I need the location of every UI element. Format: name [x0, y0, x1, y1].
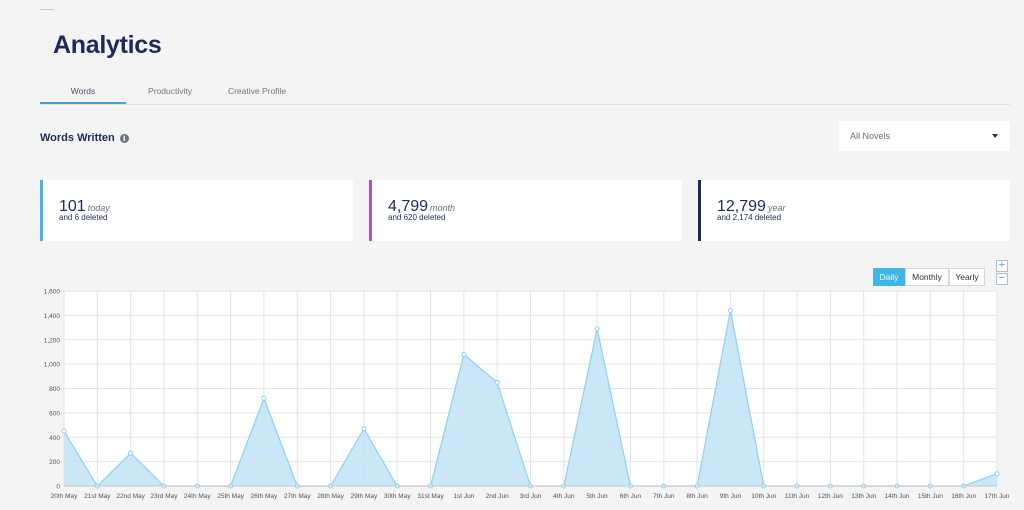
- x-tick-label: 13th Jun: [851, 493, 876, 500]
- y-tick-label: 600: [49, 410, 60, 417]
- y-tick-label: 800: [49, 386, 60, 393]
- data-point: [594, 326, 600, 332]
- tab-productivity[interactable]: Productivity: [148, 86, 192, 96]
- x-tick-label: 22nd May: [116, 493, 145, 500]
- card-accent-bar: [40, 180, 43, 241]
- x-tick-label: 7th Jun: [653, 493, 675, 500]
- novel-select-value: All Novels: [850, 131, 891, 141]
- x-tick-label: 17th Jun: [985, 493, 1010, 500]
- y-tick-label: 400: [49, 435, 60, 442]
- page-title: Analytics: [53, 31, 162, 59]
- tab-creative-profile[interactable]: Creative Profile: [227, 86, 287, 96]
- x-tick-label: 27th May: [284, 493, 311, 500]
- stat-card-year: 12,799 year and 2,174 deleted: [698, 180, 1010, 241]
- x-tick-label: 25th May: [217, 493, 244, 500]
- stat-card-today: 101 today and 6 deleted: [40, 180, 353, 241]
- x-tick-label: 6th Jun: [620, 493, 642, 500]
- data-point: [494, 379, 500, 385]
- card-accent-bar: [698, 180, 701, 241]
- zoom-in-button[interactable]: +: [996, 260, 1008, 272]
- x-tick-label: 3rd Jun: [520, 493, 542, 500]
- section-title: Words Written i: [40, 132, 129, 144]
- x-tick-label: 10th Jun: [751, 493, 776, 500]
- x-tick-label: 11th Jun: [785, 493, 810, 500]
- y-tick-label: 1,200: [44, 337, 61, 344]
- stat-value-today: 101 today: [59, 198, 110, 215]
- x-tick-label: 9th Jun: [720, 493, 742, 500]
- x-tick-label: 16th Jun: [951, 493, 976, 500]
- zoom-out-button[interactable]: −: [996, 273, 1008, 285]
- x-tick-label: 20th May: [51, 493, 78, 500]
- stat-value-year: 12,799 year: [717, 198, 786, 215]
- stat-deleted-month: and 620 deleted: [388, 213, 446, 222]
- y-tick-label: 1,600: [44, 289, 61, 296]
- stat-deleted-year: and 2,174 deleted: [717, 213, 782, 222]
- x-tick-label: 31st May: [417, 493, 444, 500]
- stat-card-month: 4,799 month and 620 deleted: [369, 180, 682, 241]
- x-tick-label: 15th Jun: [918, 493, 943, 500]
- period-yearly-button[interactable]: Yearly: [949, 268, 985, 286]
- x-tick-label: 1st Jun: [453, 493, 474, 500]
- data-point: [61, 428, 67, 434]
- x-tick-label: 8th Jun: [686, 493, 708, 500]
- section-title-label: Words Written: [40, 132, 115, 144]
- top-divider: [40, 9, 54, 10]
- tab-bar: Words Productivity Creative Profile: [40, 84, 300, 104]
- tab-words[interactable]: Words: [40, 84, 126, 104]
- card-accent-bar: [369, 180, 372, 241]
- y-tick-label: 0: [56, 484, 60, 491]
- x-tick-label: 2nd Jun: [486, 493, 510, 500]
- y-tick-label: 1,000: [44, 362, 61, 369]
- data-point: [994, 471, 1000, 477]
- y-tick-label: 200: [49, 459, 60, 466]
- data-point: [361, 426, 367, 432]
- period-daily-button[interactable]: Daily: [873, 268, 905, 286]
- x-tick-label: 4th Jun: [553, 493, 575, 500]
- x-tick-label: 12th Jun: [818, 493, 843, 500]
- x-tick-label: 5th Jun: [586, 493, 608, 500]
- x-tick-label: 24th May: [184, 493, 211, 500]
- x-tick-label: 28th May: [317, 493, 344, 500]
- x-tick-label: 26th May: [251, 493, 278, 500]
- data-point: [727, 308, 733, 313]
- x-tick-label: 23rd May: [150, 493, 178, 500]
- tabs-divider: [40, 104, 1010, 105]
- stat-deleted-today: and 6 deleted: [59, 213, 108, 222]
- chevron-down-icon: [992, 134, 998, 138]
- stat-value-month: 4,799 month: [388, 198, 456, 215]
- period-monthly-button[interactable]: Monthly: [905, 268, 949, 286]
- y-tick-label: 1,400: [44, 313, 61, 320]
- info-icon[interactable]: i: [119, 133, 129, 143]
- data-point: [461, 351, 467, 357]
- x-tick-label: 30th May: [384, 493, 411, 500]
- x-tick-label: 21st May: [84, 493, 111, 500]
- x-tick-label: 14th Jun: [885, 493, 910, 500]
- data-point: [128, 450, 134, 456]
- data-point: [261, 395, 267, 401]
- x-tick-label: 29th May: [351, 493, 378, 500]
- novel-select[interactable]: All Novels: [839, 121, 1010, 151]
